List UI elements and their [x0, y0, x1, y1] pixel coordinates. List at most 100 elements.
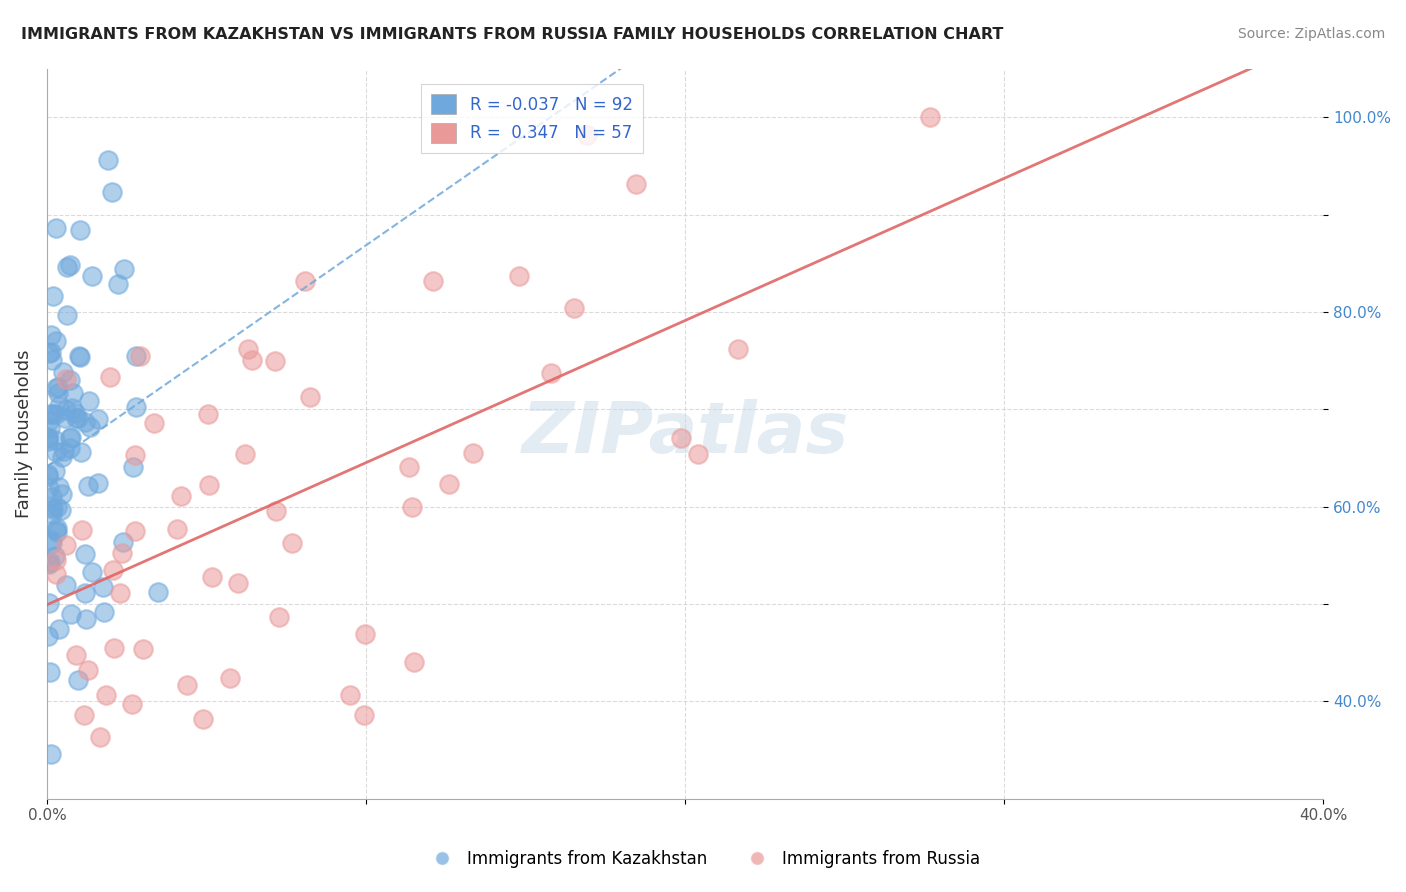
Text: Source: ZipAtlas.com: Source: ZipAtlas.com: [1237, 27, 1385, 41]
Immigrants from Russia: [686, 447, 709, 461]
Immigrants from Russia: [354, 626, 377, 640]
Immigrants from Russia: [264, 504, 287, 518]
Immigrants from Russia: [240, 353, 263, 368]
Immigrants from Kazakhstan: [39, 345, 62, 359]
Immigrants from Russia: [94, 688, 117, 702]
Immigrants from Kazakhstan: [38, 346, 60, 360]
Immigrants from Kazakhstan: [73, 548, 96, 562]
Immigrants from Russia: [197, 478, 219, 492]
Immigrants from Kazakhstan: [69, 223, 91, 237]
Text: IMMIGRANTS FROM KAZAKHSTAN VS IMMIGRANTS FROM RUSSIA FAMILY HOUSEHOLDS CORRELATI: IMMIGRANTS FROM KAZAKHSTAN VS IMMIGRANTS…: [21, 27, 1004, 42]
Immigrants from Kazakhstan: [37, 431, 59, 445]
Immigrants from Russia: [98, 369, 121, 384]
Immigrants from Kazakhstan: [55, 578, 77, 592]
Immigrants from Kazakhstan: [39, 747, 62, 762]
Immigrants from Kazakhstan: [122, 460, 145, 475]
Immigrants from Russia: [103, 563, 125, 577]
Legend: R = -0.037   N = 92, R =  0.347   N = 57: R = -0.037 N = 92, R = 0.347 N = 57: [422, 84, 643, 153]
Immigrants from Russia: [191, 712, 214, 726]
Immigrants from Kazakhstan: [39, 328, 62, 343]
Immigrants from Russia: [353, 708, 375, 723]
Immigrants from Russia: [402, 655, 425, 669]
Immigrants from Kazakhstan: [42, 501, 65, 516]
Immigrants from Kazakhstan: [107, 277, 129, 292]
Immigrants from Kazakhstan: [63, 406, 86, 420]
Immigrants from Kazakhstan: [67, 349, 90, 363]
Immigrants from Russia: [508, 268, 530, 283]
Immigrants from Russia: [339, 688, 361, 702]
Immigrants from Russia: [236, 343, 259, 357]
Immigrants from Russia: [562, 301, 585, 315]
Immigrants from Kazakhstan: [41, 500, 63, 514]
Immigrants from Russia: [422, 274, 444, 288]
Immigrants from Russia: [111, 545, 134, 559]
Immigrants from Kazakhstan: [45, 524, 67, 539]
Immigrants from Kazakhstan: [45, 523, 67, 537]
Immigrants from Kazakhstan: [41, 535, 63, 549]
Immigrants from Kazakhstan: [73, 415, 96, 429]
Immigrants from Kazakhstan: [38, 421, 60, 435]
Immigrants from Kazakhstan: [55, 402, 77, 417]
Immigrants from Kazakhstan: [39, 555, 62, 569]
Immigrants from Russia: [77, 663, 100, 677]
Immigrants from Kazakhstan: [56, 308, 79, 322]
Immigrants from Kazakhstan: [59, 259, 82, 273]
Immigrants from Kazakhstan: [146, 585, 169, 599]
Immigrants from Kazakhstan: [75, 612, 97, 626]
Immigrants from Kazakhstan: [37, 429, 59, 443]
Immigrants from Kazakhstan: [38, 481, 60, 495]
Immigrants from Kazakhstan: [45, 407, 67, 421]
Immigrants from Russia: [73, 708, 96, 723]
Immigrants from Russia: [131, 642, 153, 657]
Immigrants from Kazakhstan: [51, 450, 73, 464]
Immigrants from Kazakhstan: [44, 434, 66, 448]
Immigrants from Kazakhstan: [111, 535, 134, 549]
Immigrants from Kazakhstan: [45, 381, 67, 395]
Immigrants from Kazakhstan: [93, 605, 115, 619]
Immigrants from Kazakhstan: [56, 260, 79, 274]
Immigrants from Russia: [671, 431, 693, 445]
Immigrants from Kazakhstan: [77, 479, 100, 493]
Immigrants from Kazakhstan: [41, 491, 63, 505]
Immigrants from Kazakhstan: [65, 411, 87, 425]
Immigrants from Russia: [576, 128, 599, 142]
Immigrants from Kazakhstan: [45, 334, 67, 349]
Immigrants from Kazakhstan: [125, 349, 148, 363]
Immigrants from Kazakhstan: [91, 581, 114, 595]
Immigrants from Kazakhstan: [37, 468, 59, 483]
Immigrants from Kazakhstan: [46, 385, 69, 400]
Immigrants from Kazakhstan: [59, 430, 82, 444]
Immigrants from Kazakhstan: [59, 607, 82, 621]
Immigrants from Kazakhstan: [60, 401, 83, 415]
Immigrants from Kazakhstan: [46, 521, 69, 535]
Immigrants from Russia: [461, 446, 484, 460]
Immigrants from Kazakhstan: [77, 394, 100, 409]
Immigrants from Russia: [624, 177, 647, 191]
Immigrants from Kazakhstan: [59, 441, 82, 455]
Immigrants from Kazakhstan: [112, 261, 135, 276]
Immigrants from Kazakhstan: [39, 665, 62, 680]
Immigrants from Kazakhstan: [45, 445, 67, 459]
Immigrants from Kazakhstan: [37, 434, 59, 449]
Immigrants from Russia: [235, 447, 257, 461]
Immigrants from Russia: [437, 477, 460, 491]
Immigrants from Russia: [294, 274, 316, 288]
Immigrants from Russia: [169, 489, 191, 503]
Immigrants from Kazakhstan: [52, 365, 75, 379]
Immigrants from Russia: [124, 524, 146, 538]
Immigrants from Kazakhstan: [79, 419, 101, 434]
Immigrants from Russia: [121, 697, 143, 711]
Immigrants from Kazakhstan: [46, 380, 69, 394]
Immigrants from Russia: [298, 390, 321, 404]
Immigrants from Kazakhstan: [101, 186, 124, 200]
Immigrants from Kazakhstan: [38, 557, 60, 571]
Immigrants from Kazakhstan: [48, 623, 70, 637]
Immigrants from Kazakhstan: [37, 629, 59, 643]
Immigrants from Kazakhstan: [86, 412, 108, 426]
Immigrants from Kazakhstan: [39, 407, 62, 421]
Immigrants from Russia: [401, 500, 423, 514]
Immigrants from Kazakhstan: [67, 410, 90, 425]
Immigrants from Russia: [398, 460, 420, 475]
Immigrants from Russia: [540, 367, 562, 381]
Immigrants from Russia: [89, 731, 111, 745]
